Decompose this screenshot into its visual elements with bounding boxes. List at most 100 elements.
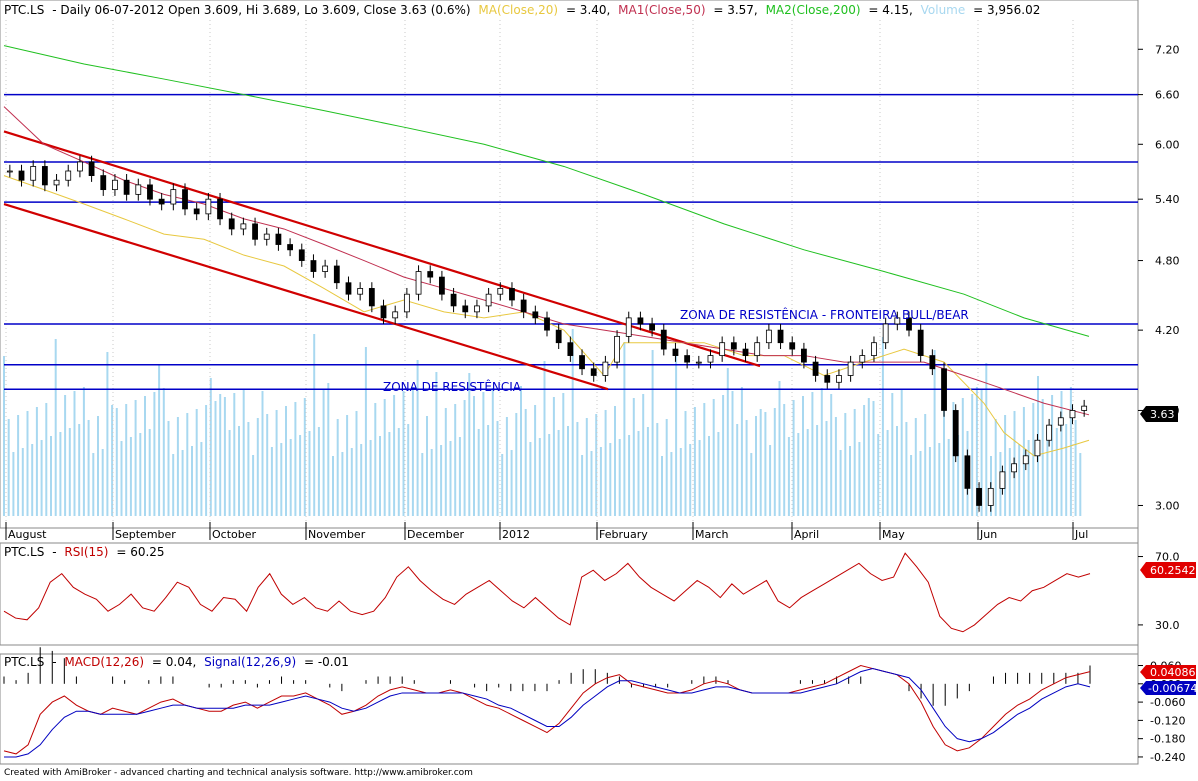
candle-body [695, 361, 702, 364]
candle-body [882, 323, 889, 344]
candle-body [719, 342, 726, 356]
ma20-value: = 3.40, [566, 3, 610, 17]
candle-body [917, 329, 924, 356]
signal-last-badge: -0.006741 [1140, 681, 1198, 695]
candle-body [672, 348, 679, 356]
candle-body [1081, 405, 1088, 411]
candle-body [871, 342, 877, 356]
macd-symbol: PTC.LS [4, 655, 44, 669]
macd-histogram [3, 647, 1091, 706]
candle-body [77, 161, 83, 172]
macd-header: PTC.LS - MACD(12,26) = 0.04, Signal(12,2… [4, 655, 349, 669]
rsi-tick-label: 70.0 [1155, 551, 1180, 564]
x-tick-label: August [8, 528, 47, 541]
candle-body [906, 317, 912, 331]
x-tick-label: 2012 [502, 528, 530, 541]
candle-body [777, 329, 784, 344]
signal-last-value: -0.006741 [1148, 682, 1198, 695]
candle-body [310, 260, 317, 272]
candle-body [485, 293, 492, 307]
macd-value: = 0.04, [152, 655, 196, 669]
candle-body [824, 375, 831, 383]
x-tick-label: March [695, 528, 729, 541]
macd-tick-label: -0.060 [1150, 696, 1185, 709]
signal-value: = -0.01 [304, 655, 349, 669]
price-tick-label: 4.20 [1155, 324, 1180, 337]
channel-lower-line [3, 202, 609, 391]
candle-body [789, 342, 796, 350]
candle-body [403, 293, 410, 313]
candle-body [555, 329, 562, 344]
candle-body [1046, 424, 1053, 441]
macd-label: MACD(12,26) [64, 655, 144, 669]
price-header: PTC.LS - Daily 06-07-2012 Open 3.609, Hi… [4, 3, 1040, 17]
x-tick-label: February [599, 528, 648, 541]
price-tick-label: 6.00 [1155, 138, 1180, 151]
candle-body [298, 249, 305, 261]
rsi-symbol: PTC.LS [4, 545, 44, 559]
macd-tick-label: -0.240 [1150, 751, 1185, 764]
candle-body [532, 311, 539, 319]
candle-body [1069, 410, 1076, 419]
price-y-ticks: 7.206.606.005.404.804.203.603.00 [1138, 43, 1180, 512]
candle-body [380, 305, 387, 319]
candle-body [287, 244, 293, 251]
candle-body [754, 342, 761, 356]
volume-bars [3, 329, 1082, 516]
candle-body [53, 179, 60, 186]
rsi-tick-label: 30.0 [1155, 619, 1180, 632]
candle-body [18, 170, 25, 181]
candle-body [660, 329, 667, 350]
macd-lines [3, 664, 1091, 758]
candle-body [894, 317, 901, 325]
macd-last-badge: 0.04086 [1140, 665, 1196, 679]
candle-body [275, 233, 282, 245]
x-tick-label: May [882, 528, 905, 541]
price-symbol: PTC.LS [4, 3, 44, 17]
candle-body [1011, 463, 1017, 473]
candle-body [707, 355, 714, 363]
annotation-resistance: ZONA DE RESISTÊNCIA [383, 379, 522, 394]
candle-body [1022, 455, 1029, 465]
candle-body [812, 361, 819, 376]
macd-sep: - [52, 655, 56, 669]
x-tick-label: October [212, 528, 256, 541]
ma50-label: MA1(Close,50) [618, 3, 705, 17]
macd-tick-label: -0.180 [1150, 733, 1185, 746]
trend-channel [3, 130, 761, 391]
ma200-label: MA2(Close,200) [766, 3, 861, 17]
candle-body [847, 361, 854, 376]
candle-body [637, 317, 644, 325]
candle-body [976, 487, 982, 506]
candle-body [88, 161, 95, 176]
candle-body [987, 487, 994, 506]
rsi-last-badge: 60.2542 [1140, 562, 1196, 578]
candle-body [123, 179, 130, 195]
candle-body [836, 375, 842, 383]
ma200-value: = 4.15, [868, 3, 912, 17]
candle-body [964, 455, 971, 489]
channel-upper-line [3, 130, 761, 368]
candle-body [859, 355, 866, 363]
candle-body [520, 299, 527, 313]
signal-label: Signal(12,26,9) [204, 655, 296, 669]
candle-body [801, 348, 807, 363]
candle-body [590, 368, 597, 376]
candle-body [952, 410, 959, 457]
candle-body [497, 288, 504, 295]
candle-body [182, 189, 188, 210]
rsi-line [3, 552, 1091, 633]
last-price-value: 3.63 [1150, 408, 1175, 421]
candle-body [193, 208, 200, 215]
candle-body [240, 223, 247, 230]
ma50-value: = 3.57, [713, 3, 757, 17]
candle-body [929, 355, 936, 370]
candle-body [65, 170, 72, 181]
candle-body [765, 329, 772, 344]
candle-body [427, 271, 434, 278]
x-tick-label: Jul [1074, 528, 1088, 541]
rsi-path [3, 552, 1091, 633]
candle-body [6, 170, 13, 173]
candle-body [941, 368, 947, 411]
